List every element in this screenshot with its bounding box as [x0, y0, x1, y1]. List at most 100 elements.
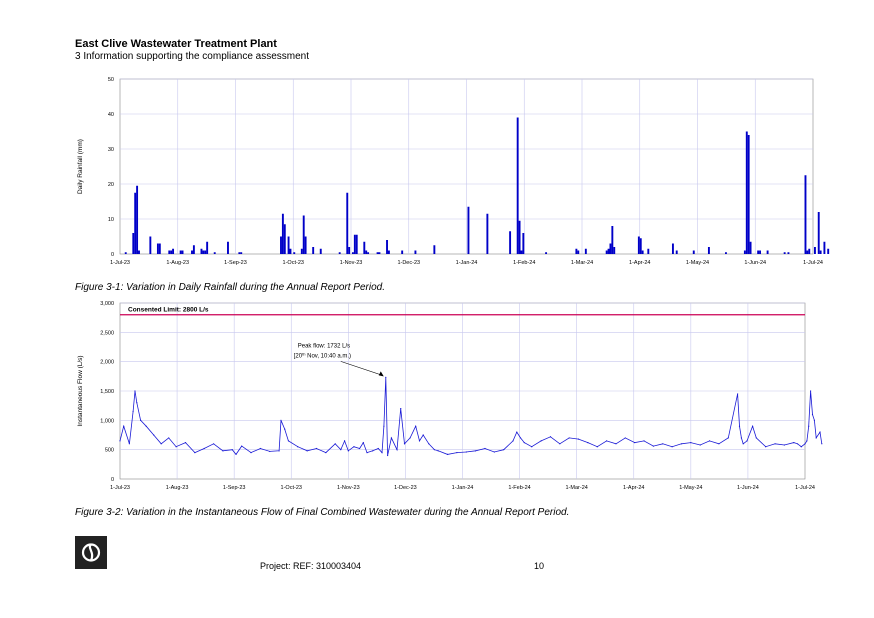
- rainfall-bar: [302, 215, 305, 254]
- y-tick-label: 0: [111, 252, 114, 258]
- flow-point: [596, 446, 598, 448]
- rainfall-bar: [707, 247, 710, 254]
- y-tick-label: 30: [108, 147, 114, 153]
- flow-point: [503, 449, 505, 451]
- flow-point: [145, 425, 147, 427]
- rainfall-bar: [639, 238, 642, 254]
- flow-point: [559, 443, 561, 445]
- x-tick-label: 1-Nov-23: [337, 485, 360, 491]
- flow-point: [808, 425, 810, 427]
- rainfall-bar: [819, 250, 822, 254]
- flow-point: [806, 440, 808, 442]
- flow-point: [212, 443, 215, 445]
- rainfall-bar: [283, 224, 286, 254]
- flow-point: [278, 450, 280, 452]
- rainfall-bar: [827, 248, 830, 254]
- rainfall-bar: [355, 234, 358, 254]
- flow-point: [280, 419, 282, 421]
- x-tick-label: 1-Feb-24: [513, 260, 535, 266]
- flow-point: [755, 437, 757, 439]
- rainfall-bar: [637, 236, 640, 254]
- rainfall-bar: [518, 220, 521, 254]
- flow-point: [315, 447, 318, 450]
- rainfall-bar: [467, 206, 470, 254]
- flow-point: [381, 452, 383, 454]
- flow-point: [128, 443, 130, 445]
- rainfall-bar: [386, 240, 388, 254]
- flow-point: [184, 442, 187, 444]
- flow-point: [387, 454, 389, 457]
- rainfall-bar: [191, 250, 193, 254]
- flow-point: [250, 452, 252, 454]
- rainfall-bar: [200, 248, 203, 254]
- flow-point: [746, 440, 748, 442]
- flow-point: [815, 437, 817, 439]
- rainfall-bar: [522, 233, 525, 254]
- flow-point: [132, 410, 134, 413]
- flow-point: [347, 450, 349, 452]
- flow-point: [390, 437, 392, 439]
- rainfall-bar: [280, 236, 282, 254]
- rainfall-bar: [613, 247, 616, 254]
- rainfall-bar: [319, 248, 322, 254]
- y-axis-title: Instantaneous Flow (L/s): [77, 355, 84, 426]
- rainfall-bar: [808, 248, 811, 254]
- flow-point: [366, 452, 368, 454]
- flow-point: [433, 449, 436, 451]
- rainfall-bar: [804, 175, 807, 254]
- consented-limit-label: Consented Limit: 2800 L/s: [128, 307, 209, 314]
- y-tick-label: 1,000: [100, 418, 114, 424]
- flow-point: [123, 425, 125, 427]
- rainfall-bar: [757, 250, 760, 254]
- y-axis-title: Daily Rainfall (mm): [77, 139, 84, 194]
- x-tick-label: 1-Mar-24: [571, 260, 593, 266]
- rainfall-bar: [300, 248, 303, 254]
- flow-point: [718, 443, 720, 445]
- x-tick-label: 1-Jun-24: [737, 485, 759, 491]
- peak-arrow-line: [340, 361, 383, 376]
- flow-point: [343, 440, 346, 442]
- flow-point: [409, 437, 411, 439]
- rainfall-bar: [179, 250, 182, 254]
- section-heading: 3 Information supporting the compliance …: [75, 51, 310, 62]
- flow-point: [168, 437, 170, 439]
- flow-point: [287, 440, 290, 442]
- flow-point: [821, 443, 823, 445]
- flow-point: [577, 438, 580, 440]
- rainfall-bar: [168, 250, 171, 254]
- x-tick-label: 1-Jan-24: [456, 260, 478, 266]
- rainfall-bar: [575, 248, 578, 254]
- flow-point: [519, 437, 522, 439]
- rainfall-bar: [181, 250, 184, 254]
- rainfall-bar: [367, 252, 370, 254]
- rainfall-bar: [759, 250, 761, 254]
- x-tick-label: 1-Mar-24: [566, 485, 588, 491]
- rainfall-bar: [516, 117, 519, 254]
- flow-point: [615, 443, 617, 445]
- flow-point: [606, 440, 608, 442]
- flow-point: [241, 445, 243, 447]
- x-tick-label: 1-May-24: [679, 485, 702, 491]
- rainfall-bar: [289, 248, 292, 254]
- x-tick-label: 1-May-24: [686, 260, 709, 266]
- rainfall-bar: [747, 135, 750, 254]
- flow-point: [385, 376, 387, 378]
- flow-point: [671, 446, 673, 448]
- x-tick-label: 1-Jul-24: [803, 260, 823, 266]
- x-tick-label: 1-Dec-23: [397, 260, 420, 266]
- flow-point: [810, 390, 812, 392]
- flow-point: [587, 442, 589, 444]
- rainfall-bar: [486, 213, 489, 254]
- rainfall-bar: [346, 192, 349, 254]
- peak-flow-annotation-line1: Peak flow: 1732 L/s: [298, 343, 350, 349]
- flow-chart: 0 500 1,000 1,500 2,000 2,500 3,000 1-Jul-23 1-A…: [77, 301, 823, 491]
- rainfall-bar: [692, 250, 695, 254]
- y-tick-label: 0: [111, 477, 114, 483]
- x-tick-label: 1-Jul-23: [110, 260, 130, 266]
- flow-point: [231, 449, 233, 451]
- peak-arrow-head: [378, 371, 384, 377]
- rainfall-bar: [387, 250, 390, 254]
- flow-point: [325, 452, 327, 454]
- x-tick-label: 1-Oct-23: [283, 260, 304, 266]
- flow-point: [160, 443, 162, 445]
